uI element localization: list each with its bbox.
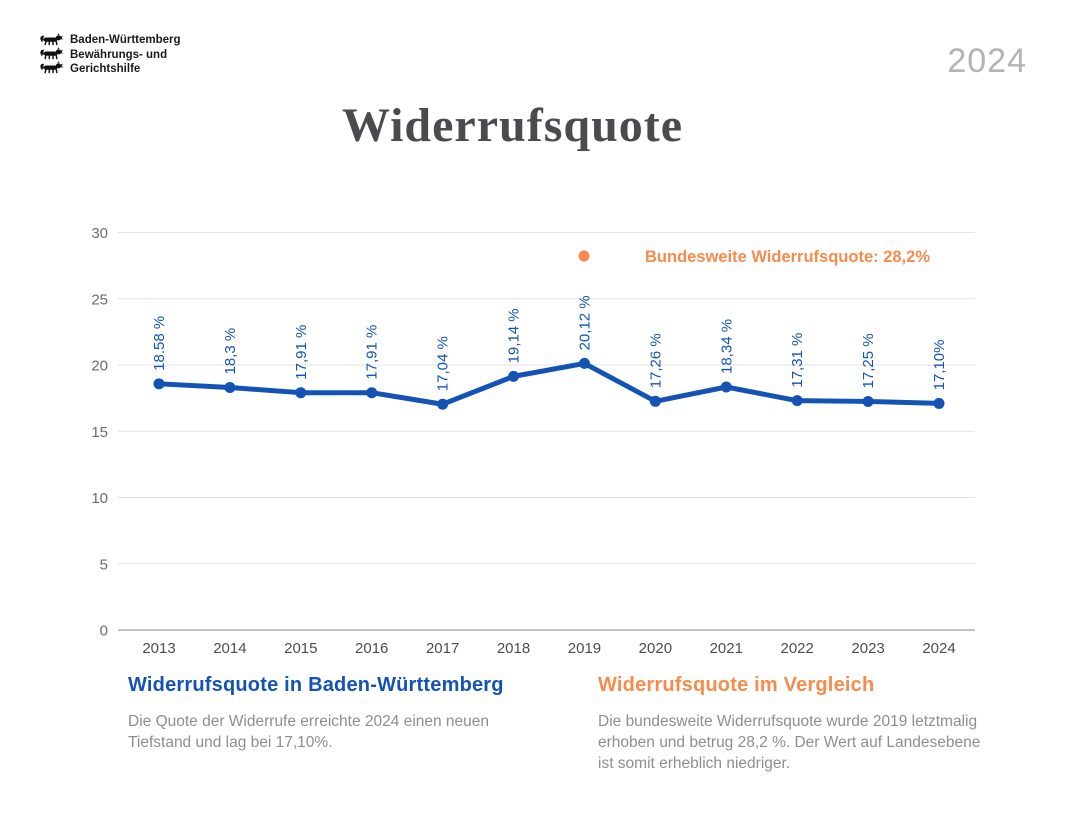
x-tick-2019: 2019 <box>568 640 601 657</box>
section-left-heading: Widerrufsquote in Baden-Württemberg <box>128 674 504 696</box>
point-label-2016: 17,91 % <box>364 325 381 380</box>
section-baden-wuerttemberg: Widerrufsquote in Baden-Württemberg Die … <box>128 674 533 753</box>
section-right-heading: Widerrufsquote im Vergleich <box>598 674 875 696</box>
section-left-body: Die Quote der Widerrufe erreichte 2024 e… <box>128 713 490 751</box>
widerrufsquote-line-chart: 0 5 10 15 20 25 30 2013 2014 2015 2016 2017 2018 2019… <box>0 215 1065 665</box>
x-tick-2015: 2015 <box>284 640 317 657</box>
y-tick-30: 30 <box>91 225 108 242</box>
series-line <box>156 360 942 407</box>
page-title: Widerrufsquote <box>341 99 684 152</box>
y-tick-10: 10 <box>91 490 108 507</box>
y-tick-0: 0 <box>100 623 108 640</box>
point-label-2017: 17,04 % <box>435 336 452 391</box>
point-label-2014: 18,3 % <box>222 328 239 375</box>
data-point-2016 <box>366 387 378 399</box>
year-badge: 2024 <box>947 42 1027 80</box>
point-label-2022: 17,31 % <box>789 333 806 388</box>
x-tick-2017: 2017 <box>426 640 459 657</box>
data-point-2014 <box>224 382 236 394</box>
legend-dot-icon <box>578 250 590 262</box>
bw-logo-text: Baden-Württemberg Bewährungs- und Gerich… <box>70 32 181 77</box>
data-point-2017 <box>437 398 449 410</box>
data-point-2018 <box>508 370 520 382</box>
x-tick-2020: 2020 <box>639 640 672 657</box>
x-tick-2016: 2016 <box>355 640 388 657</box>
data-point-2019 <box>578 357 590 369</box>
logo-line-3: Gerichtshilfe <box>70 63 141 75</box>
point-label-2013: 18.58 % <box>151 316 168 371</box>
y-tick-15: 15 <box>91 424 108 441</box>
x-tick-2023: 2023 <box>851 640 884 657</box>
logo-line-2: Bewährungs- und <box>70 48 168 61</box>
data-point-2022 <box>791 395 803 407</box>
y-tick-5: 5 <box>100 556 108 573</box>
data-point-2021 <box>720 381 732 393</box>
data-point-2020 <box>649 395 661 407</box>
x-tick-2022: 2022 <box>780 640 813 657</box>
bw-coat-of-arms-icon <box>40 32 65 74</box>
x-tick-2021: 2021 <box>710 640 743 657</box>
section-vergleich: Widerrufsquote im Vergleich Die bundeswe… <box>598 674 998 774</box>
legend-label: Bundesweite Widerrufsquote: 28,2% <box>645 248 930 266</box>
point-label-2018: 19,14 % <box>506 308 523 363</box>
x-tick-2014: 2014 <box>213 640 246 657</box>
y-tick-25: 25 <box>91 291 108 308</box>
point-label-2015: 17,91 % <box>293 325 310 380</box>
chart-canvas: 0 5 10 15 20 25 30 2013 2014 2015 2016 2017 2018 2019… <box>91 225 975 657</box>
x-tick-2013: 2013 <box>142 640 175 657</box>
point-label-2024: 17,10% <box>931 340 948 391</box>
bw-logo: Baden-Württemberg Bewährungs- und Gerich… <box>40 32 181 77</box>
section-right-body: Die bundesweite Widerrufsquote wurde 201… <box>598 713 981 772</box>
data-point-2023 <box>862 395 874 407</box>
x-tick-2024: 2024 <box>922 640 955 657</box>
logo-line-1: Baden-Württemberg <box>70 34 181 46</box>
point-label-2020: 17,26 % <box>647 333 664 388</box>
y-tick-20: 20 <box>91 358 108 375</box>
x-tick-2018: 2018 <box>497 640 530 657</box>
data-point-2024 <box>933 397 945 409</box>
data-point-2013 <box>153 378 165 390</box>
point-label-2019: 20,12 % <box>576 295 593 350</box>
data-point-2015 <box>295 387 307 399</box>
point-label-2023: 17,25 % <box>860 333 877 388</box>
point-label-2021: 18,34 % <box>718 319 735 374</box>
